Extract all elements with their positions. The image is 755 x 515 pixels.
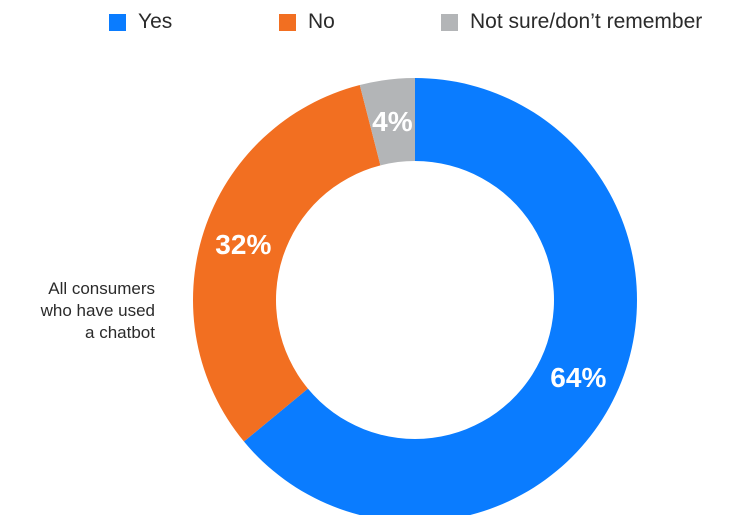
legend-item-yes: Yes xyxy=(109,10,172,34)
legend-item-no: No xyxy=(279,10,335,34)
legend-label-not-sure: Not sure/don’t remember xyxy=(470,10,703,33)
donut-slice-no xyxy=(193,84,381,442)
category-label: All consumers who have used a chatbot xyxy=(41,278,155,344)
category-label-line: a chatbot xyxy=(85,323,155,342)
category-label-line: who have used xyxy=(40,301,155,320)
category-label-line: All consumers xyxy=(48,279,155,298)
legend-swatch-not-sure xyxy=(441,13,458,31)
data-label-no: 32% xyxy=(215,229,271,260)
legend-swatch-yes xyxy=(109,13,126,31)
data-label-yes: 64% xyxy=(550,362,606,393)
legend-label-yes: Yes xyxy=(138,10,173,33)
legend-swatch-no xyxy=(279,13,296,31)
data-label-not-sure-don-t-remember: 4% xyxy=(372,106,413,137)
donut-slice-not-sure-don-t-remember xyxy=(359,78,415,166)
legend-label-no: No xyxy=(308,10,335,33)
legend-item-not-sure: Not sure/don’t remember xyxy=(441,10,702,34)
donut-slice-yes xyxy=(243,78,637,515)
